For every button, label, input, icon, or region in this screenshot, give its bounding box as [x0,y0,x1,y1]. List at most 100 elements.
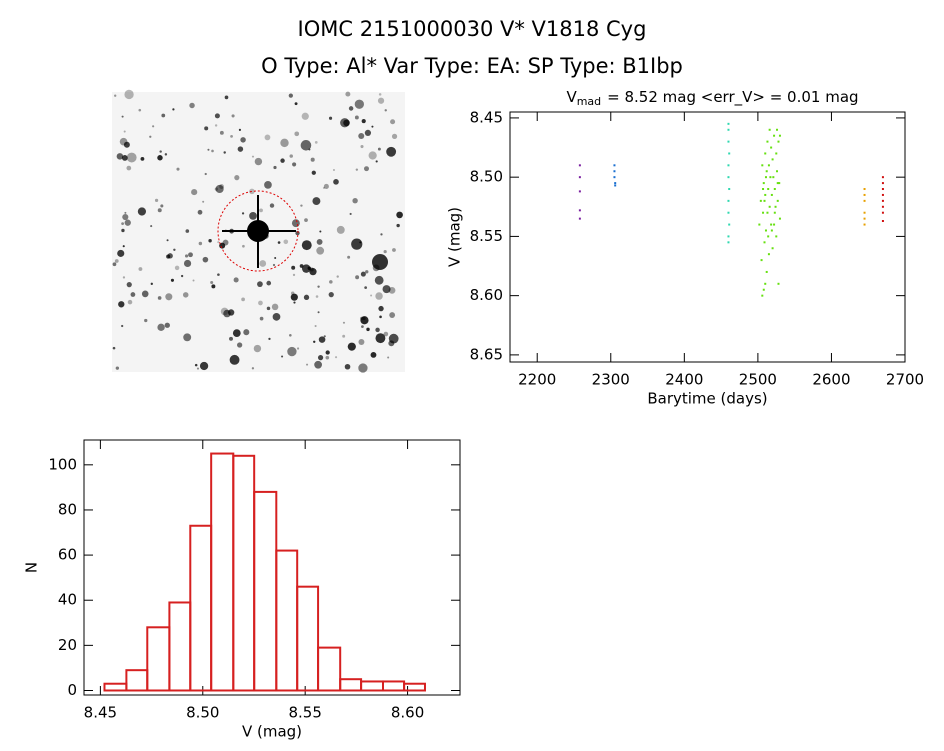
star [192,279,195,282]
star [319,230,322,233]
star [174,265,180,271]
star [308,148,311,151]
star [112,346,116,350]
star [191,189,198,196]
star [345,91,351,97]
plot-frame [83,439,461,696]
star [358,339,365,345]
y-tick-label: 8.60 [470,286,503,304]
star [396,223,400,228]
star [176,167,180,171]
star [271,303,279,311]
star [214,124,218,127]
point [770,146,773,149]
x-tick-label: 8.45 [84,704,117,722]
star [223,309,231,318]
point [758,223,761,226]
star [391,133,398,139]
point [578,176,581,179]
y-tick-label: 80 [58,500,77,518]
point [727,241,730,244]
star [251,155,255,158]
star [150,282,153,286]
star [360,316,369,325]
point [763,199,766,202]
point [768,205,771,208]
star [150,225,153,228]
star [266,306,271,311]
point [762,188,765,191]
star [301,240,312,251]
star [334,356,338,359]
star [264,134,271,141]
star [287,346,297,357]
point [727,122,730,125]
star [354,99,364,109]
point [767,164,770,167]
star [122,245,125,248]
star [291,219,300,228]
star [234,175,240,181]
star [296,347,300,350]
point [727,211,730,214]
star [164,153,168,156]
x-tick-label: 8.55 [288,704,321,722]
point [613,170,616,173]
star [280,138,289,148]
star [124,211,127,214]
x-tick-label: 2300 [592,371,630,389]
point [766,140,769,143]
point [613,164,616,167]
star [336,225,345,234]
star [292,162,297,167]
star [166,239,169,242]
star [211,284,216,289]
star [370,351,377,358]
point [863,188,866,191]
star [161,113,166,118]
star [197,209,203,215]
star [144,318,148,323]
star [126,152,137,163]
star [188,252,193,258]
point [727,176,730,179]
point [762,211,765,214]
star [268,337,271,341]
target-circle [217,190,299,272]
point [773,134,776,137]
star [126,282,132,288]
star [301,264,311,273]
bar [317,646,342,692]
star [127,299,133,305]
star [370,294,373,297]
star [219,242,226,249]
point [767,253,770,256]
star [386,146,397,157]
title-part: V [566,88,577,106]
point [762,182,765,185]
star [389,312,396,318]
y-tick-label: 100 [48,455,77,473]
point [765,270,768,273]
star [272,263,276,267]
point [881,188,884,191]
point [728,152,731,155]
star [170,278,174,282]
star [375,327,380,333]
point [778,217,781,220]
point [767,235,770,238]
star [121,222,125,226]
star [371,125,374,128]
star [224,95,229,100]
star [328,116,333,120]
y-tick-label: 8.45 [470,108,503,126]
point [773,188,776,191]
star [312,197,321,206]
point [778,182,781,185]
star [317,285,320,288]
star [300,140,312,151]
point [776,170,779,173]
star [274,257,277,260]
star [336,275,339,278]
y-tick-label: 20 [58,636,77,654]
